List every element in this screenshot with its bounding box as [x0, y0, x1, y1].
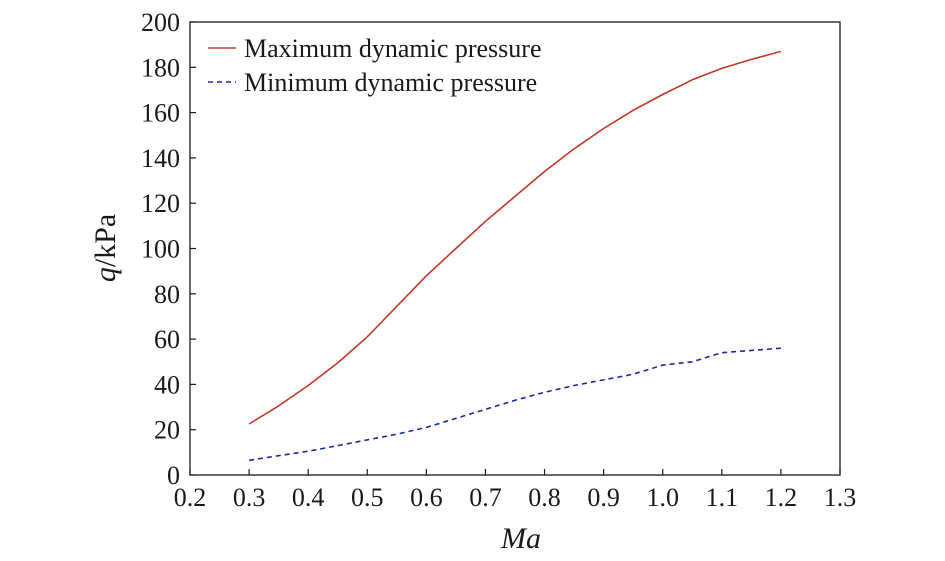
legend: Maximum dynamic pressure Minimum dynamic… [208, 34, 542, 97]
x-tick-label: 1.0 [646, 483, 679, 512]
y-axis-variable: q [89, 267, 122, 282]
legend-label-minimum: Minimum dynamic pressure [244, 68, 537, 97]
y-tick-label: 20 [154, 416, 180, 445]
x-tick-label: 1.1 [706, 483, 739, 512]
series-layer [248, 50, 782, 462]
y-tick-label: 100 [141, 235, 180, 264]
series-line-maximum [248, 50, 782, 425]
y-tick-label: 140 [141, 144, 180, 173]
series-line-minimum [248, 347, 781, 462]
x-tick-label: 0.4 [292, 483, 325, 512]
y-tick-label: 0 [167, 461, 180, 490]
x-tick-label: 0.8 [528, 483, 561, 512]
x-tick-label: 0.9 [587, 483, 620, 512]
legend-label-maximum: Maximum dynamic pressure [244, 34, 542, 63]
x-tick-label: 0.3 [233, 483, 266, 512]
y-tick-label: 120 [141, 189, 180, 218]
x-tick-label: 0.5 [351, 483, 384, 512]
y-tick-label: 200 [141, 8, 180, 37]
y-tick-label: 80 [154, 280, 180, 309]
y-axis-title: q/kPa [89, 214, 122, 282]
x-axis-title: Ma [500, 522, 541, 555]
x-tick-label: 0.2 [174, 483, 207, 512]
x-tick-label: 0.7 [469, 483, 502, 512]
y-tick-label: 40 [154, 370, 180, 399]
y-tick-label: 180 [141, 53, 180, 82]
y-axis-unit: /kPa [89, 214, 122, 267]
x-tick-label: 1.3 [824, 483, 857, 512]
y-tick-label: 60 [154, 325, 180, 354]
y-axis-ticks: 0 20 40 60 80 100 120 140 160 180 200 [141, 8, 196, 490]
x-tick-label: 0.6 [410, 483, 443, 512]
x-axis-ticks: 0.2 0.3 0.4 0.5 0.6 0.7 0.8 0.9 1.0 1.1 1.2 1.3 [174, 469, 857, 512]
x-tick-label: 1.2 [765, 483, 798, 512]
y-tick-label: 160 [141, 99, 180, 128]
